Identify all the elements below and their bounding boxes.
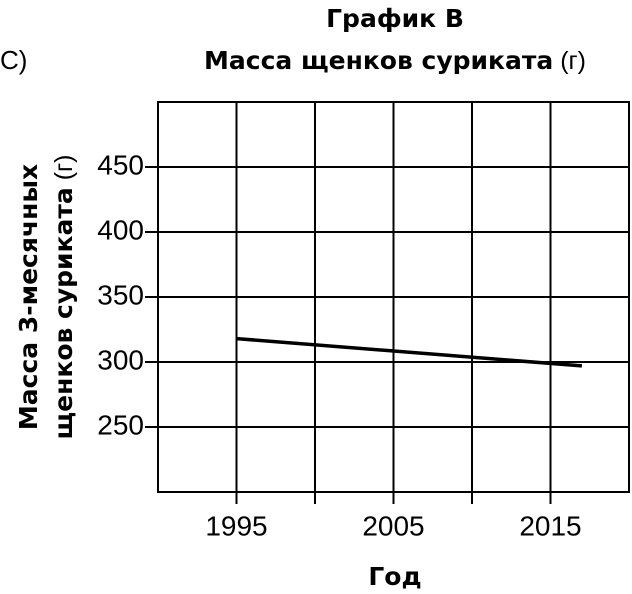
panel-label: C)	[0, 45, 27, 75]
y-label-line: щенков суриката (г)	[49, 155, 78, 440]
y-label-text: щенков суриката	[49, 187, 78, 439]
chart-subtitle: Масса щенков суриката (г)	[204, 46, 586, 75]
y-tick-label: 450	[97, 149, 144, 180]
y-tick-label: 250	[97, 409, 144, 440]
x-tick-label: 2015	[519, 510, 581, 541]
chart-title: График В	[326, 4, 464, 33]
y-tick-label: 350	[97, 279, 144, 310]
x-axis-label: Год	[368, 562, 421, 591]
y-label-line: Масса 3-месячных	[14, 164, 43, 430]
x-tick-label: 1995	[205, 510, 267, 541]
y-tick-label: 400	[97, 214, 144, 245]
subtitle-unit: (г)	[560, 47, 586, 75]
plot-frame	[157, 101, 630, 493]
x-tick-label: 2005	[362, 510, 424, 541]
y-axis-label: Масса 3-месячных щенков суриката (г)	[14, 155, 78, 440]
data-line	[236, 336, 583, 368]
y-tick-label: 300	[97, 344, 144, 375]
y-label-unit: (г)	[50, 155, 78, 181]
subtitle-text: Масса щенков суриката	[204, 46, 553, 75]
